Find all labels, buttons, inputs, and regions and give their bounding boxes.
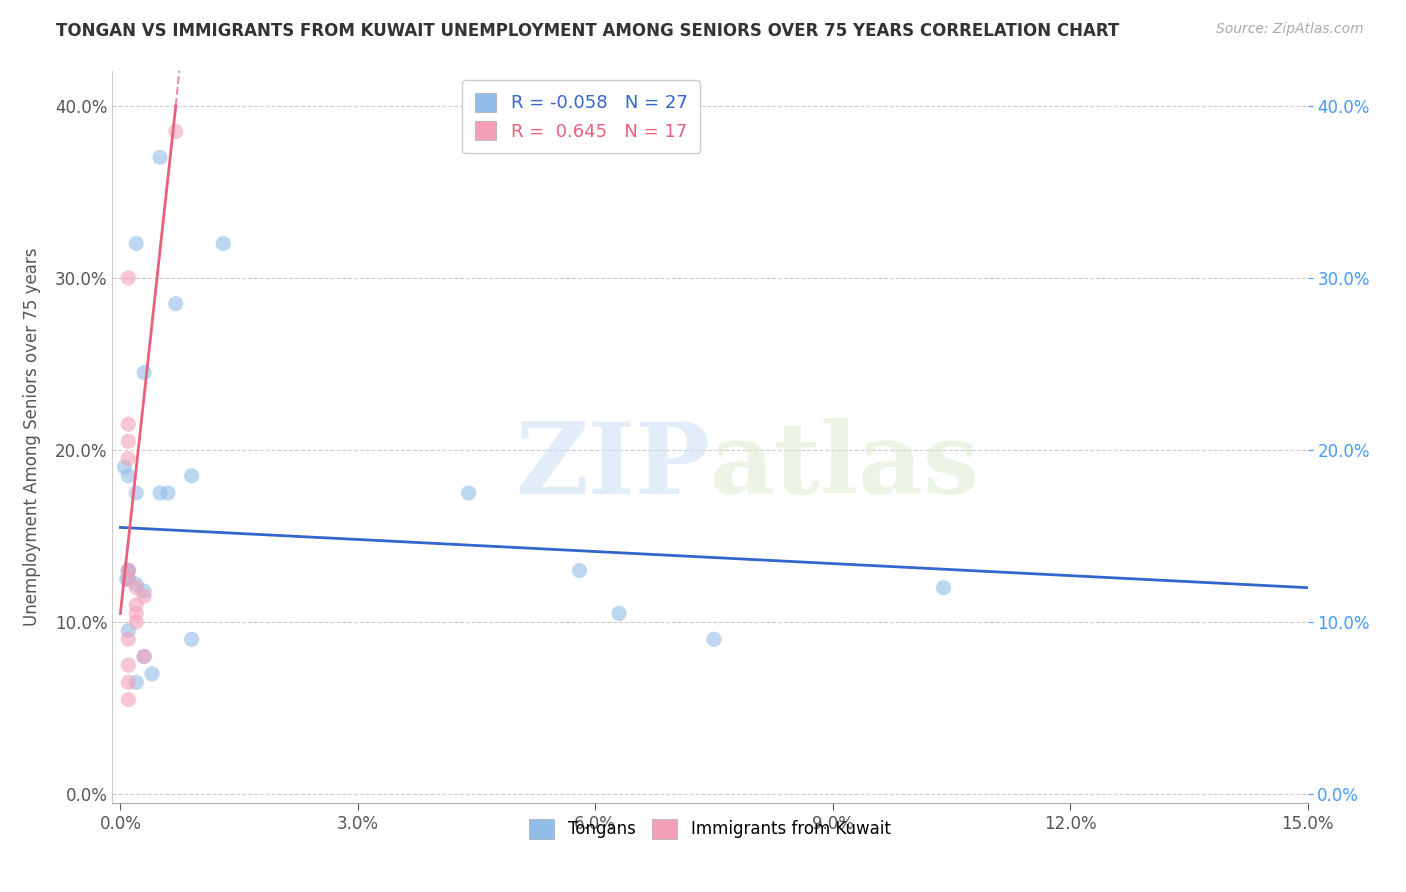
Point xyxy=(117,564,139,578)
Point xyxy=(180,468,202,483)
Point xyxy=(117,564,139,578)
Point xyxy=(149,150,172,164)
Point xyxy=(134,366,156,380)
Point xyxy=(125,236,148,251)
Point xyxy=(117,417,139,432)
Point xyxy=(117,572,139,586)
Point xyxy=(117,624,139,638)
Text: ZIP: ZIP xyxy=(515,417,710,515)
Point xyxy=(125,607,148,621)
Text: atlas: atlas xyxy=(710,417,980,515)
Point xyxy=(165,296,187,310)
Point xyxy=(125,675,148,690)
Point xyxy=(117,692,139,706)
Point xyxy=(117,434,139,449)
Point xyxy=(134,589,156,603)
Point xyxy=(117,564,139,578)
Point xyxy=(125,598,148,612)
Point xyxy=(117,271,139,285)
Point xyxy=(125,486,148,500)
Legend: Tongans, Immigrants from Kuwait: Tongans, Immigrants from Kuwait xyxy=(523,812,897,846)
Point xyxy=(703,632,725,647)
Point xyxy=(125,581,148,595)
Point xyxy=(125,577,148,591)
Point xyxy=(212,236,235,251)
Point xyxy=(117,632,139,647)
Point xyxy=(457,486,479,500)
Point xyxy=(134,584,156,599)
Point xyxy=(607,607,630,621)
Point xyxy=(117,468,139,483)
Point xyxy=(568,564,591,578)
Point xyxy=(117,451,139,466)
Point xyxy=(115,572,138,586)
Point xyxy=(141,666,163,681)
Text: Source: ZipAtlas.com: Source: ZipAtlas.com xyxy=(1216,22,1364,37)
Point xyxy=(117,572,139,586)
Point xyxy=(134,649,156,664)
Point xyxy=(149,486,172,500)
Point xyxy=(180,632,202,647)
Point xyxy=(112,460,135,475)
Point xyxy=(117,658,139,673)
Point xyxy=(134,649,156,664)
Y-axis label: Unemployment Among Seniors over 75 years: Unemployment Among Seniors over 75 years xyxy=(24,248,41,626)
Point xyxy=(117,675,139,690)
Point xyxy=(932,581,955,595)
Text: TONGAN VS IMMIGRANTS FROM KUWAIT UNEMPLOYMENT AMONG SENIORS OVER 75 YEARS CORREL: TONGAN VS IMMIGRANTS FROM KUWAIT UNEMPLO… xyxy=(56,22,1119,40)
Point xyxy=(156,486,179,500)
Point xyxy=(165,125,187,139)
Point xyxy=(125,615,148,629)
